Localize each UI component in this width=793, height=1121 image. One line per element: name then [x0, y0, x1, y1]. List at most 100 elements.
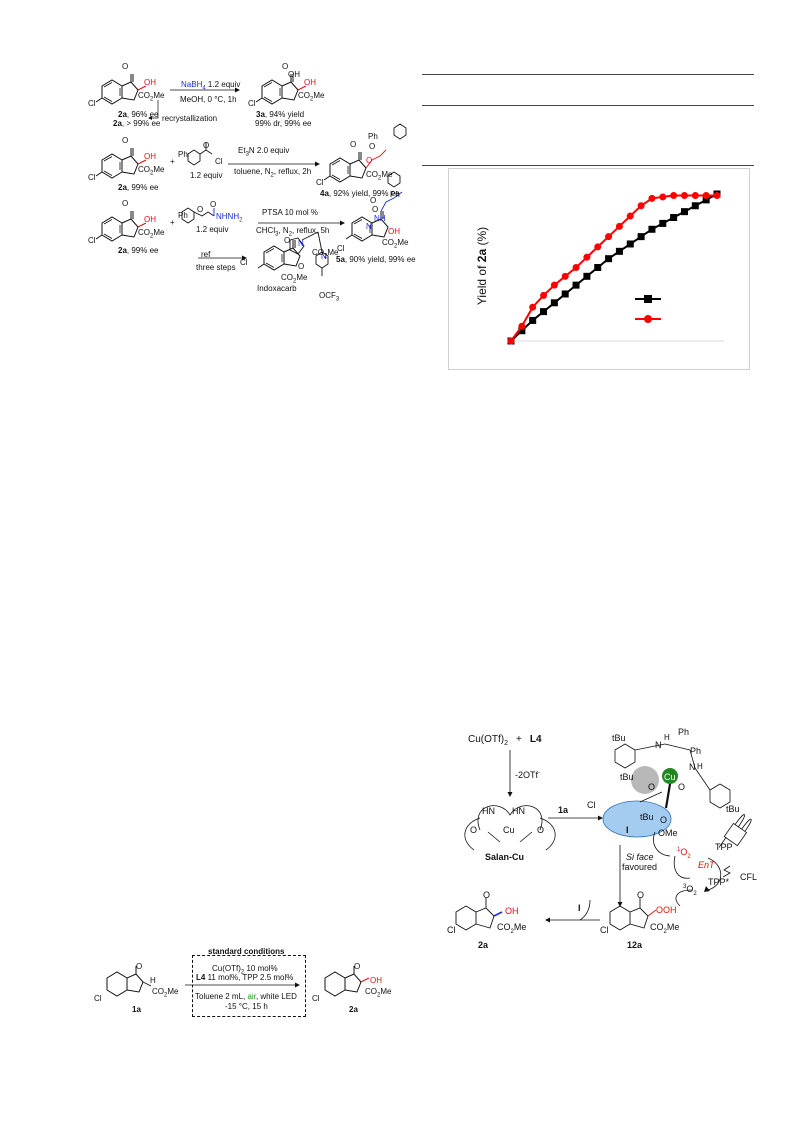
oh-label: OH	[144, 78, 156, 87]
product-12a-label: 12a	[627, 940, 643, 950]
row1-product-detail: 99% dr, 99% ee	[255, 119, 312, 128]
o-label: O	[369, 142, 376, 151]
n-label: N	[655, 740, 662, 750]
conditions-line3: Toluene 2 mL, air, white LED	[195, 992, 297, 1001]
o-label: O	[203, 141, 210, 150]
data-point	[691, 191, 699, 199]
tbu-label: tBu	[726, 804, 740, 814]
intermediate-label: I	[626, 825, 629, 835]
tbu-steric-sphere	[631, 766, 659, 794]
o-label: O	[537, 825, 545, 835]
data-point	[550, 299, 558, 307]
chart-plot	[507, 190, 724, 345]
data-point	[605, 233, 613, 241]
data-point	[670, 191, 678, 199]
data-point	[594, 264, 602, 271]
co2me-label: CO2Me	[138, 228, 165, 240]
cl-label: Cl	[215, 157, 223, 166]
hn-label: HN	[482, 806, 495, 816]
ester-o-label: O	[366, 156, 373, 165]
ph-label: Ph	[690, 746, 702, 756]
data-point	[626, 240, 634, 248]
cl-label: Cl	[337, 244, 345, 253]
data-point	[702, 196, 710, 204]
co2me-label: CO2Me	[650, 922, 680, 935]
tbu-label: tBu	[640, 812, 654, 822]
cl-label: Cl	[88, 99, 96, 108]
data-point	[540, 291, 548, 299]
o-label: O	[122, 62, 129, 71]
data-point	[691, 202, 699, 210]
row3-product-label: 5a, 90% yield, 99% ee	[336, 255, 416, 264]
n-label: N	[298, 239, 304, 248]
cl-label: Cl	[94, 994, 102, 1003]
tbu-label: tBu	[612, 733, 626, 743]
o-label: O	[660, 815, 668, 825]
ph-label: Ph	[178, 211, 188, 220]
o-label: O	[370, 196, 377, 205]
o-label: O	[350, 140, 357, 149]
conditions-line4: -15 °C, 15 h	[225, 1002, 268, 1011]
recrystallization-label: recrystallization	[162, 114, 218, 123]
table-rule-top	[422, 74, 754, 75]
oh-bond	[137, 85, 147, 91]
o-label: O	[372, 205, 379, 214]
data-point	[615, 247, 623, 255]
data-point	[680, 191, 688, 199]
o-label: O	[284, 236, 291, 245]
data-point	[615, 222, 623, 230]
o-label: O	[282, 62, 289, 71]
data-point	[626, 212, 634, 220]
data-point	[605, 255, 613, 263]
legend-marker-circle	[644, 315, 652, 323]
data-point	[648, 225, 656, 233]
cu-salt-plus-ligand: Cu(OTf)2 + L4	[468, 734, 542, 747]
ph-label: Ph	[368, 132, 378, 141]
hn-label: HN	[512, 806, 525, 816]
oh-label: OH	[144, 152, 156, 161]
data-point	[518, 322, 526, 330]
product-2a-label: 2a	[349, 1005, 358, 1014]
legend-marker-square	[644, 295, 652, 303]
data-point	[648, 194, 656, 202]
favoured-label: favoured	[622, 862, 658, 872]
triplet-oxygen-label: 3O2	[683, 884, 697, 897]
oh-label: OH	[288, 70, 300, 79]
table-rule-bottom	[422, 165, 754, 166]
co2me-label: CO2Me	[281, 273, 308, 285]
data-point	[670, 214, 678, 222]
plus-sign: +	[170, 157, 175, 166]
h-label: H	[150, 976, 156, 985]
arrow-i-label: I	[578, 903, 581, 913]
cu-center-label: Cu	[664, 772, 676, 782]
oh-label: OH	[304, 78, 316, 87]
indoxacarb-label: Indoxacarb	[257, 284, 297, 293]
data-point	[561, 272, 569, 280]
co2me-label: CO2Me	[138, 91, 165, 103]
substrate-highlight	[602, 800, 672, 838]
singlet-oxygen-label: 1O2	[677, 847, 691, 860]
data-point	[507, 337, 515, 345]
conditions-line1: Cu(OTf)2 10 mol%	[212, 964, 278, 976]
salan-cu-label: Salan-Cu	[485, 852, 525, 862]
data-point	[680, 208, 688, 216]
data-point	[550, 281, 558, 289]
o-label: O	[354, 962, 361, 971]
conditions-line2: L4 11 mol%, TPP 2.5 mol%	[196, 973, 294, 982]
cu-label: Cu	[503, 825, 515, 835]
h-label: H	[664, 733, 670, 742]
data-point	[713, 191, 721, 199]
table-rule-mid	[422, 105, 754, 106]
data-point	[594, 243, 602, 251]
data-point	[518, 327, 526, 335]
nhnh2-label: NHNH2	[216, 212, 243, 224]
data-point	[540, 308, 548, 316]
co2me-label: CO2Me	[497, 922, 527, 935]
cl-label: Cl	[312, 994, 320, 1003]
ent-label: EnT	[698, 860, 715, 870]
data-point	[637, 202, 645, 210]
data-point	[572, 264, 580, 271]
data-point	[561, 290, 569, 298]
sm-1a-label: 1a	[132, 1005, 141, 1014]
o-label: O	[122, 199, 129, 208]
